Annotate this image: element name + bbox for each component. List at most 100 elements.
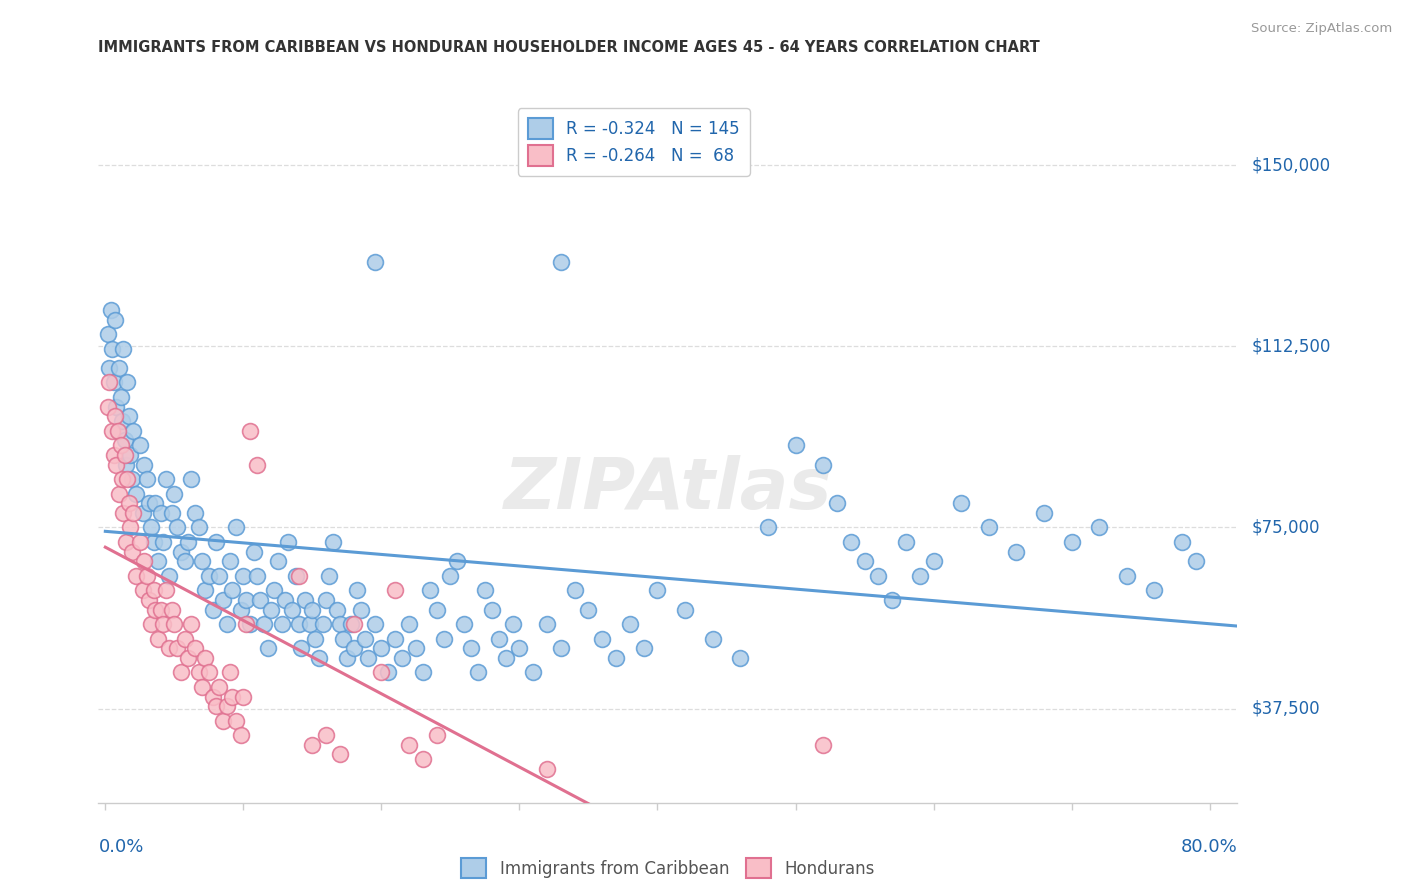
Point xyxy=(180,472,202,486)
Text: IMMIGRANTS FROM CARIBBEAN VS HONDURAN HOUSEHOLDER INCOME AGES 45 - 64 YEARS CORR: IMMIGRANTS FROM CARIBBEAN VS HONDURAN HO… xyxy=(98,40,1040,55)
Point xyxy=(284,568,307,582)
Point xyxy=(249,592,271,607)
Point xyxy=(384,632,406,646)
Point xyxy=(170,665,193,680)
Point xyxy=(111,414,134,428)
Point xyxy=(239,617,262,632)
Point xyxy=(191,680,214,694)
Point xyxy=(346,583,368,598)
Point xyxy=(370,641,392,656)
Point xyxy=(166,641,188,656)
Point xyxy=(894,534,917,549)
Point xyxy=(329,617,352,632)
Point xyxy=(155,583,177,598)
Point xyxy=(166,520,188,534)
Point xyxy=(488,632,510,646)
Point xyxy=(243,544,266,558)
Point xyxy=(332,632,354,646)
Point xyxy=(211,592,233,607)
Point xyxy=(120,448,142,462)
Point xyxy=(155,472,177,486)
Point xyxy=(439,568,461,582)
Point xyxy=(103,376,125,390)
Point xyxy=(811,738,834,752)
Point xyxy=(522,665,544,680)
Point xyxy=(301,738,323,752)
Point xyxy=(756,520,779,534)
Point xyxy=(207,568,229,582)
Point xyxy=(184,641,207,656)
Point xyxy=(201,602,224,616)
Point xyxy=(502,617,524,632)
Point xyxy=(280,602,302,616)
Point xyxy=(508,641,530,656)
Point xyxy=(318,568,340,582)
Point xyxy=(225,520,247,534)
Point xyxy=(142,583,165,598)
Point xyxy=(110,390,132,404)
Point xyxy=(839,534,862,549)
Point xyxy=(977,520,1000,534)
Point xyxy=(1185,554,1208,568)
Point xyxy=(188,520,211,534)
Point xyxy=(139,520,162,534)
Point xyxy=(143,602,166,616)
Point xyxy=(1143,583,1166,598)
Point xyxy=(246,458,269,472)
Point xyxy=(100,303,122,318)
Point xyxy=(111,472,134,486)
Point xyxy=(1060,534,1083,549)
Point xyxy=(114,448,136,462)
Point xyxy=(340,617,363,632)
Point xyxy=(495,651,517,665)
Point xyxy=(419,583,441,598)
Point xyxy=(149,602,172,616)
Text: 80.0%: 80.0% xyxy=(1181,838,1237,856)
Point xyxy=(564,583,586,598)
Point xyxy=(673,602,696,616)
Point xyxy=(1033,506,1056,520)
Text: Source: ZipAtlas.com: Source: ZipAtlas.com xyxy=(1251,22,1392,36)
Point xyxy=(591,632,613,646)
Point xyxy=(343,617,366,632)
Point xyxy=(467,665,489,680)
Point xyxy=(922,554,945,568)
Text: $150,000: $150,000 xyxy=(1251,156,1330,174)
Point xyxy=(118,409,141,424)
Point xyxy=(104,409,127,424)
Point xyxy=(121,472,143,486)
Point xyxy=(1005,544,1028,558)
Point xyxy=(117,376,139,390)
Point xyxy=(98,376,121,390)
Point xyxy=(350,602,373,616)
Point xyxy=(149,506,172,520)
Text: ZIPAtlas: ZIPAtlas xyxy=(503,455,832,524)
Point xyxy=(105,458,128,472)
Point xyxy=(811,458,834,472)
Point xyxy=(232,690,254,704)
Text: $75,000: $75,000 xyxy=(1251,518,1320,536)
Point xyxy=(201,690,224,704)
Point xyxy=(204,534,226,549)
Point xyxy=(174,632,197,646)
Point xyxy=(853,554,876,568)
Text: 0.0%: 0.0% xyxy=(98,838,143,856)
Point xyxy=(290,641,312,656)
Point xyxy=(391,651,413,665)
Point xyxy=(108,361,131,376)
Point xyxy=(191,554,214,568)
Point xyxy=(101,424,124,438)
Point xyxy=(107,424,129,438)
Point xyxy=(132,458,155,472)
Point xyxy=(619,617,641,632)
Point xyxy=(215,617,238,632)
Point xyxy=(301,602,323,616)
Point xyxy=(239,424,262,438)
Point xyxy=(426,728,449,742)
Point xyxy=(647,583,669,598)
Point xyxy=(730,651,752,665)
Point xyxy=(287,617,309,632)
Point xyxy=(370,665,392,680)
Point xyxy=(329,747,352,762)
Point xyxy=(825,496,848,510)
